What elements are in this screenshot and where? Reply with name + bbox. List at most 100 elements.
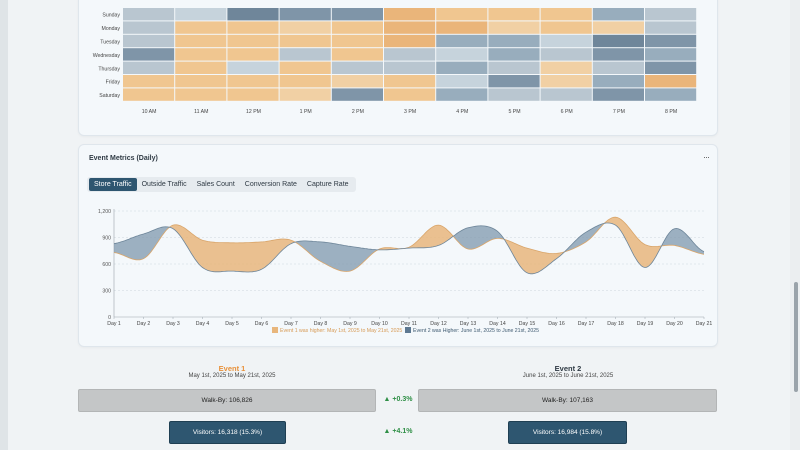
heatmap-hour-label: 6 PM: [561, 109, 573, 115]
heatmap-cell: [488, 8, 540, 21]
heatmap-cell: [540, 34, 592, 48]
heatmap-cell: [123, 34, 175, 48]
legend-label-event2: Event 2 was Higher: June 1st, 2025 to Ju…: [413, 328, 539, 334]
heatmap-cell: [645, 34, 697, 48]
heatmap-cell: [175, 21, 227, 34]
x-tick-label: Day 15: [519, 321, 536, 327]
heatmap-cell: [227, 21, 279, 34]
heatmap-cell: [592, 61, 644, 74]
heatmap-cell: [592, 34, 644, 48]
event2-higher-area: [114, 226, 172, 260]
x-tick-label: Day 19: [637, 321, 654, 327]
x-tick-label: Day 6: [255, 321, 269, 327]
x-tick-label: Day 20: [666, 321, 683, 327]
scrollbar-track[interactable]: [790, 0, 800, 450]
x-tick-label: Day 13: [460, 321, 477, 327]
heatmap-cell: [384, 21, 436, 34]
y-tick-label: 300: [102, 289, 111, 295]
heatmap-hour-label: 2 PM: [352, 109, 364, 115]
heatmap-cell: [540, 8, 592, 21]
heatmap-cell: [592, 48, 644, 61]
legend-label-event1: Event 1 was higher: May 1st, 2025 to May…: [280, 328, 402, 334]
heatmap-cell: [175, 75, 227, 88]
visitors-delta: ▲ +4.1%: [383, 428, 413, 435]
tab-store-traffic[interactable]: Store Traffic: [89, 178, 137, 191]
event2-higher-area: [296, 240, 380, 272]
heatmap-cell: [436, 48, 488, 61]
x-tick-label: Day 17: [578, 321, 595, 327]
heatmap-cell: [488, 88, 540, 101]
heatmap-cell: [331, 8, 383, 21]
heatmap-cell: [384, 48, 436, 61]
heatmap-card: Sunday Monday Tuesday Wednesday Thursday Frid…: [78, 0, 718, 136]
x-tick-label: Day 21: [696, 321, 713, 327]
heatmap-cell: [175, 61, 227, 74]
heatmap-chart: Sunday Monday Tuesday Wednesday Thursday Frid…: [93, 8, 697, 115]
heatmap-cell: [592, 88, 644, 101]
heatmap-cell: [279, 21, 331, 34]
tab-capture-rate[interactable]: Capture Rate: [306, 181, 349, 188]
heatmap-hour-label: 7 PM: [613, 109, 625, 115]
heatmap-cell: [227, 88, 279, 101]
event2-visitors: Visitors: 16,984 (15.8%): [508, 421, 627, 444]
x-tick-label: Day 10: [371, 321, 388, 327]
heatmap-cell: [175, 88, 227, 101]
metric-tabs: Store Traffic Outside Traffic Sales Coun…: [87, 177, 356, 192]
heatmap-cell: [384, 75, 436, 88]
heatmap-cell: [331, 34, 383, 48]
heatmap-hour-label: 10 AM: [142, 109, 157, 115]
tab-conversion-rate[interactable]: Conversion Rate: [244, 181, 297, 188]
heatmap-cell: [488, 61, 540, 74]
heatmap-cell: [279, 75, 331, 88]
tab-sales-count[interactable]: Sales Count: [196, 181, 235, 188]
event2-range: June 1st, 2025 to June 21st, 2025: [522, 373, 614, 379]
heatmap-day-label: Thursday: [98, 66, 120, 72]
heatmap-cell: [279, 88, 331, 101]
event1-range: May 1st, 2025 to May 21st, 2025: [188, 373, 276, 379]
heatmap-cell: [488, 21, 540, 34]
heatmap-cell: [645, 8, 697, 21]
walkby-delta: ▲ +0.3%: [383, 396, 413, 403]
x-tick-label: Day 11: [401, 321, 417, 327]
heatmap-cell: [227, 34, 279, 48]
event2-title: Event 2: [554, 364, 582, 373]
heatmap-cell: [540, 75, 592, 88]
x-tick-label: Day 4: [196, 321, 210, 327]
heatmap-cell: [227, 75, 279, 88]
heatmap-cell: [645, 48, 697, 61]
heatmap-cell: [488, 34, 540, 48]
heatmap-hour-label: 1 PM: [300, 109, 312, 115]
x-tick-label: Day 9: [343, 321, 357, 327]
x-tick-label: Day 12: [430, 321, 447, 327]
x-tick-label: Day 3: [166, 321, 180, 327]
heatmap-cell: [175, 48, 227, 61]
event2-higher-area: [661, 228, 704, 255]
heatmap-cell: [436, 8, 488, 21]
heatmap-cell: [227, 8, 279, 21]
heatmap-cell: [384, 61, 436, 74]
heatmap-hour-label: 8 PM: [665, 109, 677, 115]
heatmap-cell: [123, 21, 175, 34]
x-tick-label: Day 8: [314, 321, 328, 327]
legend-swatch-event1: [272, 327, 278, 333]
heatmap-hour-label: 3 PM: [404, 109, 416, 115]
heatmap-cell: [488, 75, 540, 88]
heatmap-cell: [331, 61, 383, 74]
heatmap-cell: [436, 75, 488, 88]
event1-title: Event 1: [218, 364, 246, 373]
heatmap-hour-label: 12 PM: [246, 109, 261, 115]
x-tick-label: Day 1: [107, 321, 121, 327]
heatmap-cell: [123, 8, 175, 21]
event-metrics-card: Event Metrics (Daily) ··· Store Traffic …: [78, 144, 718, 347]
heatmap-day-label: Sunday: [102, 13, 120, 19]
tab-outside-traffic[interactable]: Outside Traffic: [141, 181, 187, 188]
scrollbar-thumb[interactable]: [794, 282, 798, 392]
heatmap-cell: [645, 88, 697, 101]
y-tick-label: 1,200: [98, 209, 111, 215]
left-panel-edge: [0, 0, 8, 450]
heatmap-cell: [384, 88, 436, 101]
more-options-button[interactable]: ···: [703, 152, 710, 162]
x-tick-label: Day 5: [225, 321, 239, 327]
event1-walkby: Walk-By: 106,826: [78, 389, 376, 412]
y-tick-label: 900: [102, 236, 111, 242]
